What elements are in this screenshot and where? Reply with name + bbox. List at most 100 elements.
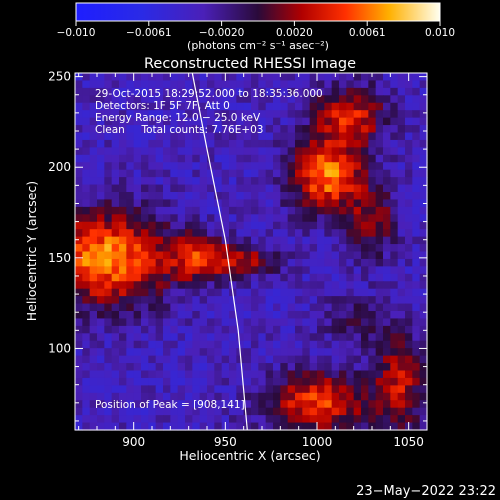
heatmap-cell <box>331 229 340 238</box>
heatmap-cell <box>199 132 208 141</box>
heatmap-cell <box>251 281 259 290</box>
heatmap-cell <box>317 102 325 111</box>
heatmap-cell <box>302 407 311 416</box>
heatmap-cell <box>346 87 355 96</box>
heatmap-cell <box>97 192 105 201</box>
heatmap-cell <box>243 355 252 364</box>
heatmap-cell <box>295 363 303 372</box>
heatmap-cell <box>155 184 164 193</box>
heatmap-cell <box>141 392 149 401</box>
heatmap-cell <box>229 177 237 186</box>
heatmap-cell <box>119 177 127 186</box>
heatmap-cell <box>287 192 296 201</box>
heatmap-cell <box>141 325 149 334</box>
heatmap-cell <box>390 154 399 163</box>
heatmap-cell <box>221 244 230 253</box>
heatmap-cell <box>280 154 289 163</box>
heatmap-cell <box>383 229 391 238</box>
heatmap-cell <box>405 377 413 386</box>
heatmap-cell <box>111 169 120 178</box>
heatmap-cell <box>361 355 369 364</box>
heatmap-cell <box>317 192 325 201</box>
heatmap-cell <box>207 236 215 245</box>
heatmap-cell <box>273 214 281 223</box>
heatmap-cell <box>89 125 98 134</box>
heatmap-cell <box>141 251 149 260</box>
heatmap-cell <box>192 385 201 394</box>
heatmap-cell <box>229 214 237 223</box>
heatmap-cell <box>397 400 406 409</box>
heatmap-cell <box>170 221 179 230</box>
heatmap-cell <box>192 281 201 290</box>
heatmap-cell <box>390 229 399 238</box>
colorbar-tick-label: −0.010 <box>57 27 96 39</box>
heatmap-cell <box>265 192 274 201</box>
heatmap-cell <box>280 236 289 245</box>
heatmap-cell <box>170 177 179 186</box>
heatmap-cell <box>412 80 421 89</box>
heatmap-cell <box>236 147 245 156</box>
heatmap-cell <box>397 199 406 208</box>
heatmap-cell <box>126 392 135 401</box>
heatmap-cell <box>126 147 135 156</box>
heatmap-cell <box>82 162 91 171</box>
heatmap-cell <box>273 392 281 401</box>
heatmap-cell <box>390 325 399 334</box>
heatmap-cell <box>155 422 164 431</box>
heatmap-cell <box>82 154 91 163</box>
heatmap-cell <box>243 221 252 230</box>
heatmap-cell <box>412 318 421 327</box>
heatmap-cell <box>390 281 399 290</box>
heatmap-cell <box>405 415 413 424</box>
heatmap-cell <box>302 132 311 141</box>
heatmap-cell <box>309 73 318 82</box>
heatmap-cell <box>104 73 113 82</box>
heatmap-cell <box>111 184 120 193</box>
heatmap-cell <box>339 348 347 357</box>
heatmap-cell <box>163 154 171 163</box>
heatmap-cell <box>185 147 193 156</box>
heatmap-cell <box>89 415 98 424</box>
heatmap-cell <box>82 117 91 126</box>
heatmap-cell <box>331 117 340 126</box>
heatmap-cell <box>229 169 237 178</box>
heatmap-cell <box>309 422 318 431</box>
heatmap-cell <box>353 125 362 134</box>
heatmap-cell <box>287 385 296 394</box>
heatmap-cell <box>236 288 245 297</box>
heatmap-cell <box>419 251 428 260</box>
heatmap-cell <box>412 325 421 334</box>
heatmap-cell <box>133 311 142 320</box>
colorbar-tick-label: −0.0020 <box>199 27 245 39</box>
heatmap-cell <box>104 229 113 238</box>
heatmap-cell <box>287 199 296 208</box>
heatmap-cell <box>119 236 127 245</box>
heatmap-cell <box>75 154 83 163</box>
heatmap-cell <box>133 370 142 379</box>
heatmap-cell <box>331 333 340 342</box>
heatmap-cell <box>214 221 223 230</box>
heatmap-cell <box>353 385 362 394</box>
heatmap-cell <box>346 325 355 334</box>
heatmap-cell <box>280 221 289 230</box>
heatmap-cell <box>148 363 157 372</box>
heatmap-cell <box>236 363 245 372</box>
heatmap-cell <box>265 355 274 364</box>
heatmap-cell <box>324 132 333 141</box>
x-tick-label: 900 <box>122 435 145 449</box>
heatmap-cell <box>155 288 164 297</box>
heatmap-cell <box>309 132 318 141</box>
heatmap-cell <box>346 214 355 223</box>
heatmap-cell <box>170 147 179 156</box>
heatmap-cell <box>141 229 149 238</box>
heatmap-cell <box>141 162 149 171</box>
heatmap-cell <box>229 400 237 409</box>
heatmap-cell <box>221 318 230 327</box>
heatmap-cell <box>207 214 215 223</box>
heatmap-cell <box>265 80 274 89</box>
heatmap-cell <box>177 244 186 253</box>
heatmap-cell <box>419 281 428 290</box>
heatmap-cell <box>390 288 399 297</box>
heatmap-cell <box>229 244 237 253</box>
heatmap-cell <box>177 162 186 171</box>
